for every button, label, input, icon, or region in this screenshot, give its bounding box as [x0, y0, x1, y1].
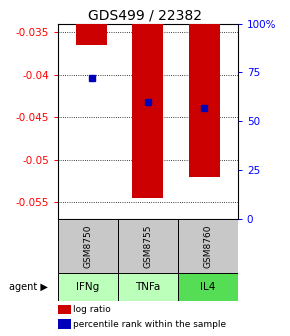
Bar — [133, 24, 163, 198]
Bar — [58, 304, 71, 314]
Bar — [58, 273, 118, 301]
Text: agent ▶: agent ▶ — [9, 282, 48, 292]
Text: log ratio: log ratio — [73, 305, 111, 314]
Bar — [178, 219, 238, 273]
Bar — [188, 24, 220, 177]
Bar — [58, 319, 71, 329]
Text: GDS499 / 22382: GDS499 / 22382 — [88, 8, 202, 23]
Text: GSM8755: GSM8755 — [143, 224, 153, 268]
Bar — [118, 219, 178, 273]
Text: TNFa: TNFa — [135, 282, 161, 292]
Bar — [58, 219, 118, 273]
Text: GSM8760: GSM8760 — [203, 224, 212, 268]
Text: IL4: IL4 — [200, 282, 215, 292]
Bar — [178, 273, 238, 301]
Text: IFNg: IFNg — [76, 282, 99, 292]
Bar — [76, 24, 107, 45]
Bar — [118, 273, 178, 301]
Text: GSM8750: GSM8750 — [84, 224, 93, 268]
Text: percentile rank within the sample: percentile rank within the sample — [73, 320, 226, 329]
